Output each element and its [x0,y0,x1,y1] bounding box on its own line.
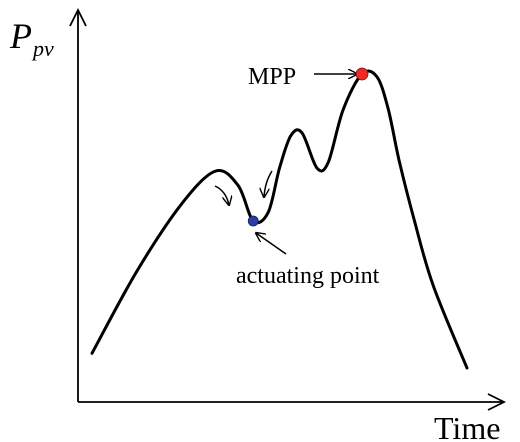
actuating-point-pointer-arrow [256,233,287,255]
x-axis-label: Time [434,410,500,442]
mpp-label: MPP [248,64,296,90]
actuating-point-marker [247,215,259,227]
actuating-point-label: actuating point [236,263,380,289]
y-axis-label-main: P [9,16,32,56]
y-axis-arrowhead-icon [69,7,87,27]
pv-power-curve [90,69,469,370]
search-arrow-down-left-icon [214,185,229,205]
mpp-marker [355,67,369,81]
x-axis-arrowhead-icon [487,393,507,411]
y-axis-label: Ppv [9,16,54,61]
search-arrow-down-right-icon [264,170,273,197]
y-axis-label-subscript: pv [31,36,54,61]
